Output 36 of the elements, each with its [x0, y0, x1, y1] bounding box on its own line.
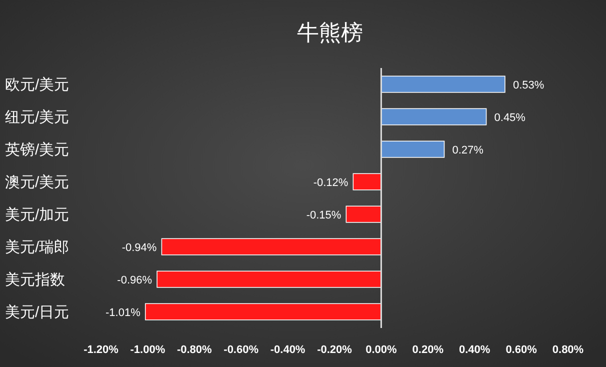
x-tick-label: 0.60%	[506, 344, 538, 356]
x-tick-label: -1.00%	[130, 344, 166, 356]
bar	[156, 270, 382, 288]
y-tick-label: 美元指数	[5, 271, 65, 288]
data-label: -0.96%	[117, 274, 152, 286]
bar	[161, 238, 382, 256]
bar	[144, 303, 382, 320]
data-label: 0.53%	[512, 79, 544, 92]
x-tick-label: 0.40%	[459, 344, 490, 356]
bar	[352, 173, 382, 190]
y-tick-label: 欧元/美元	[5, 76, 70, 94]
data-label: -0.15%	[306, 209, 342, 222]
bar	[380, 140, 445, 158]
x-tick-label: 0.00%	[366, 344, 398, 356]
bar	[346, 206, 382, 223]
y-tick-label: 英镑/美元	[5, 141, 70, 158]
data-label: -1.01%	[106, 306, 141, 319]
x-tick-label: 0.20%	[412, 344, 444, 356]
data-label: 0.45%	[494, 112, 526, 124]
y-tick-label: 纽元/美元	[5, 108, 70, 126]
data-label: -0.94%	[122, 242, 157, 254]
x-tick-label: -0.60%	[224, 344, 259, 356]
chart-title: 牛熊榜	[297, 20, 363, 45]
y-tick-label: 澳元/美元	[5, 174, 70, 191]
y-tick-label: 美元/加元	[5, 206, 70, 224]
x-tick-label: -0.20%	[317, 344, 352, 356]
bar	[380, 76, 506, 93]
bar	[380, 108, 487, 126]
x-tick-label: 0.80%	[552, 344, 584, 356]
x-tick-label: -0.80%	[176, 344, 212, 356]
x-tick-label: -0.40%	[270, 344, 306, 356]
y-tick-label: 美元/日元	[5, 304, 70, 321]
data-label: 0.27%	[452, 144, 484, 156]
x-tick-label: -1.20%	[84, 344, 119, 356]
data-label: -0.12%	[313, 176, 348, 189]
y-tick-label: 美元/瑞郎	[5, 238, 70, 256]
